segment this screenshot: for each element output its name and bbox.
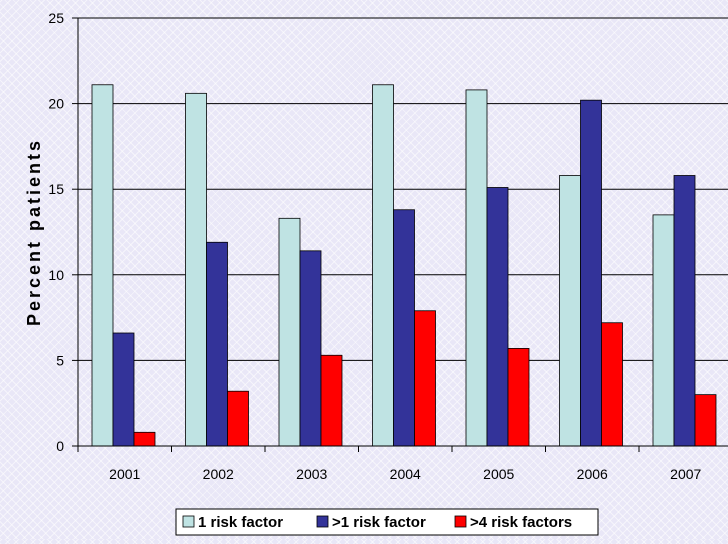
x-tick-labels: 2001 2002 2003 2004 2005 2006 2007 bbox=[109, 466, 701, 482]
bar bbox=[278, 217, 301, 447]
bar bbox=[185, 92, 207, 447]
bar bbox=[320, 354, 343, 447]
y-tick-label: 25 bbox=[48, 10, 64, 26]
bar bbox=[601, 322, 623, 447]
bar bbox=[694, 394, 717, 447]
bar bbox=[414, 310, 436, 447]
bar bbox=[133, 431, 156, 447]
bars bbox=[91, 84, 717, 447]
x-tick-label: 2001 bbox=[109, 466, 140, 482]
x-tick-label: 2005 bbox=[483, 466, 514, 482]
y-axis-title: Percent patients bbox=[24, 138, 44, 326]
bar bbox=[112, 332, 135, 447]
bar bbox=[206, 241, 228, 447]
x-tick-label: 2006 bbox=[577, 466, 608, 482]
legend-swatch bbox=[454, 515, 467, 528]
x-tick-label: 2007 bbox=[670, 466, 701, 482]
bar bbox=[372, 84, 394, 447]
x-tick-label: 2004 bbox=[390, 466, 421, 482]
bar bbox=[559, 175, 581, 447]
legend-label: >4 risk factors bbox=[470, 514, 572, 531]
bar bbox=[507, 348, 530, 447]
y-tick-label: 20 bbox=[48, 96, 64, 112]
legend: 1 risk factor >1 risk factor >4 risk facto… bbox=[175, 508, 599, 536]
legend-label: >1 risk factor bbox=[332, 514, 426, 531]
bar bbox=[465, 89, 488, 447]
x-tick-label: 2002 bbox=[203, 466, 234, 482]
bar bbox=[91, 84, 114, 447]
bar bbox=[299, 250, 322, 447]
axes bbox=[72, 17, 728, 452]
bar bbox=[486, 187, 509, 447]
bar bbox=[393, 209, 415, 447]
legend-swatch bbox=[316, 515, 329, 528]
legend-label: 1 risk factor bbox=[198, 514, 283, 531]
y-tick-label: 0 bbox=[56, 438, 64, 454]
bar bbox=[227, 390, 249, 447]
legend-swatch bbox=[182, 515, 195, 528]
bar bbox=[652, 214, 675, 447]
y-tick-labels: 0 5 10 15 20 25 bbox=[48, 10, 64, 454]
bar bbox=[580, 99, 602, 447]
y-tick-label: 5 bbox=[56, 352, 64, 368]
x-tick-label: 2003 bbox=[296, 466, 327, 482]
legend-box bbox=[175, 508, 599, 536]
y-tick-label: 15 bbox=[48, 181, 64, 197]
bar bbox=[673, 175, 696, 447]
y-tick-label: 10 bbox=[48, 267, 64, 283]
